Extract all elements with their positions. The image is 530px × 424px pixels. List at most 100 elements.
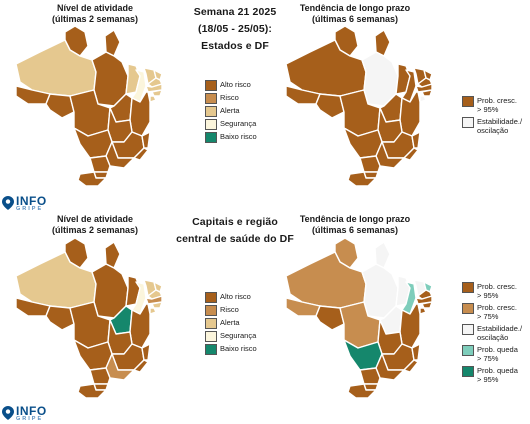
legend-label-line1: Prob. cresc. [477,282,518,291]
region-pr [89,367,111,385]
legend-item-alto-risco: Alto risco [205,80,257,91]
location-pin-icon [2,406,14,420]
region-se [419,307,427,315]
legend-item-cresc95: Prob. cresc. > 95% [462,282,522,300]
state-pe [415,83,433,93]
top-left-activity-map [15,25,163,187]
top-left-title-line2: (últimas 2 semanas) [51,14,139,24]
legend-item-queda75: Prob. queda > 75% [462,345,522,363]
bottom-right-trend-map [285,237,433,399]
legend-item-estab: Estabilidade./ oscilação [462,324,522,342]
infogripe-logo-bottom: INFO GRIPE [2,404,47,422]
legend-label: Prob. cresc. > 95% [477,96,517,114]
top-right-map-title: Tendência de longo prazo (últimas 6 sema… [290,3,420,25]
legend-swatch [205,344,217,355]
legend-swatch [205,80,217,91]
legend-swatch [462,345,474,356]
state-rj [403,147,419,161]
legend-label: Prob. cresc. > 95% [477,282,517,300]
legend-label: Estabilidade./ oscilação [477,117,522,135]
legend-label-line2: > 75% [477,354,499,363]
legend-swatch [462,282,474,293]
state-ap [104,29,121,57]
legend-swatch [205,318,217,329]
state-rs [347,171,377,187]
legend-item-baixo-risco: Baixo risco [205,344,257,355]
top-left-title-line1: Nível de atividade [56,3,134,13]
legend-item-cresc75: Prob. cresc. > 75% [462,303,522,321]
region-pr [359,367,381,385]
legend-item-queda95: Prob. queda > 95% [462,366,522,384]
state-rs [77,171,107,187]
region-al [151,301,163,309]
bottom-center-title-line1: Capitais e região [192,216,278,228]
region-pe [415,295,433,305]
legend-swatch [205,305,217,316]
legend-label-line1: Estabilidade./ [477,324,523,333]
legend-swatch [205,292,217,303]
region-ap [374,241,391,269]
top-activity-legend: Alto risco Risco Alerta Segurança Baixo … [205,80,257,143]
state-es [141,131,151,149]
region-es [411,343,421,361]
infogripe-logo-top: INFO GRIPE [2,194,47,212]
legend-item-risco: Risco [205,93,257,104]
legend-item-estab: Estabilidade./ oscilação [462,117,522,135]
top-trend-legend: Prob. cresc. > 95% Estabilidade./ oscila… [462,96,522,135]
bottom-left-title-line2: (últimas 2 semanas) [51,225,139,235]
legend-swatch [462,96,474,107]
state-pe [145,83,163,93]
legend-label-line1: Prob. cresc. [477,96,518,105]
legend-label-line1: Estabilidade./ [477,117,523,126]
bottom-center-title: Capitais e região central de saúde do DF [165,214,305,248]
legend-label-line2: > 95% [477,291,499,300]
legend-swatch [205,93,217,104]
legend-swatch [462,117,474,128]
region-rj [403,359,419,373]
legend-item-alerta: Alerta [205,318,257,329]
legend-swatch [205,132,217,143]
state-rj [133,147,149,161]
state-pr [89,155,111,173]
legend-label: Alto risco [220,292,251,301]
logo-gripe-text: GRIPE [16,206,44,212]
state-al [421,89,433,97]
legend-label: Segurança [220,119,257,128]
bottom-right-title-line1: Tendência de longo prazo [299,214,411,224]
legend-swatch [462,303,474,314]
top-center-title: Semana 21 2025 (18/05 - 25/05): Estados … [170,4,300,55]
legend-label: Alerta [220,318,240,327]
legend-label-line2: oscilação [477,126,509,135]
legend-label: Segurança [220,331,257,340]
state-al [151,89,163,97]
top-right-title-line1: Tendência de longo prazo [299,3,411,13]
bottom-left-map-title: Nível de atividade (últimas 2 semanas) [40,214,150,236]
legend-label: Alto risco [220,80,251,89]
bottom-trend-legend: Prob. cresc. > 95% Prob. cresc. > 75% Es… [462,282,522,384]
region-ap [104,241,121,269]
state-ap [374,29,391,57]
legend-label: Prob. queda > 95% [477,366,518,384]
legend-label: Prob. cresc. > 75% [477,303,517,321]
top-center-title-line1: Semana 21 2025 [193,6,277,18]
legend-label: Baixo risco [220,344,257,353]
legend-swatch [462,324,474,335]
state-se [149,95,157,103]
state-es [411,131,421,149]
bottom-left-activity-map [15,237,163,399]
top-center-title-line2: (18/05 - 25/05): [198,23,272,35]
legend-item-risco: Risco [205,305,257,316]
region-pe [145,295,163,305]
region-rj [133,359,149,373]
bottom-activity-legend: Alto risco Risco Alerta Segurança Baixo … [205,292,257,355]
region-se [149,307,157,315]
state-se [419,95,427,103]
top-right-trend-map [285,25,433,187]
logo-gripe-text: GRIPE [16,416,44,422]
state-pr [359,155,381,173]
top-left-map-title: Nível de atividade (últimas 2 semanas) [40,3,150,25]
legend-label: Risco [220,305,239,314]
legend-item-alerta: Alerta [205,106,257,117]
legend-item-cresc95: Prob. cresc. > 95% [462,96,522,114]
legend-item-baixo-risco: Baixo risco [205,132,257,143]
